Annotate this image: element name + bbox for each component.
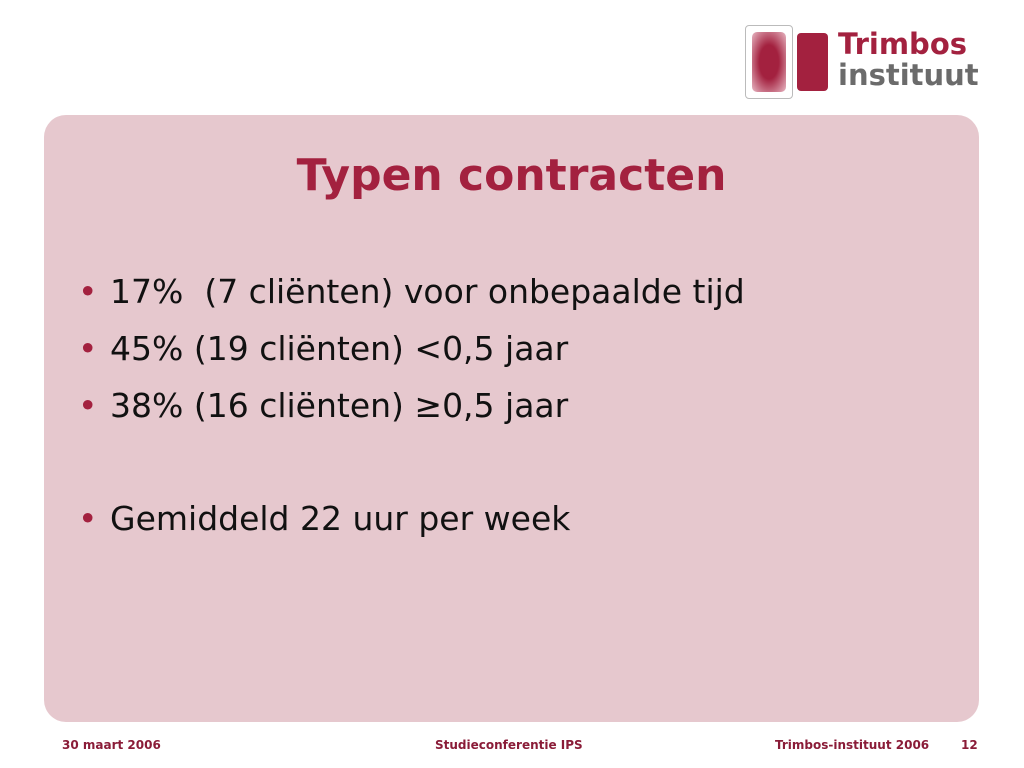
bullet: 38% (16 cliënten) ≥0,5 jaar	[78, 386, 568, 425]
bullet-text: 45% (19 cliënten) <0,5 jaar	[110, 329, 569, 368]
bullet-text: Gemiddeld 22 uur per week	[110, 499, 571, 538]
logo-line2: instituut	[838, 58, 979, 92]
bullet-text: 17% (7 cliënten) voor onbepaalde tijd	[110, 272, 745, 311]
bullet: 17% (7 cliënten) voor onbepaalde tijd	[78, 272, 745, 311]
logo-line1: Trimbos	[838, 27, 967, 61]
footer-organization: Trimbos-instituut 2006	[775, 738, 930, 752]
footer-event: Studieconferentie IPS	[435, 738, 583, 752]
logo-bar	[797, 33, 828, 91]
footer-date: 30 maart 2006	[62, 738, 161, 752]
footer-page: 12	[961, 738, 978, 752]
slide-title: Typen contracten	[296, 150, 727, 201]
bullet: Gemiddeld 22 uur per week	[78, 499, 570, 538]
logo-mark	[752, 32, 786, 92]
bullet: 45% (19 cliënten) <0,5 jaar	[78, 329, 568, 368]
bullet-text: 38% (16 cliënten) ≥0,5 jaar	[110, 386, 569, 425]
